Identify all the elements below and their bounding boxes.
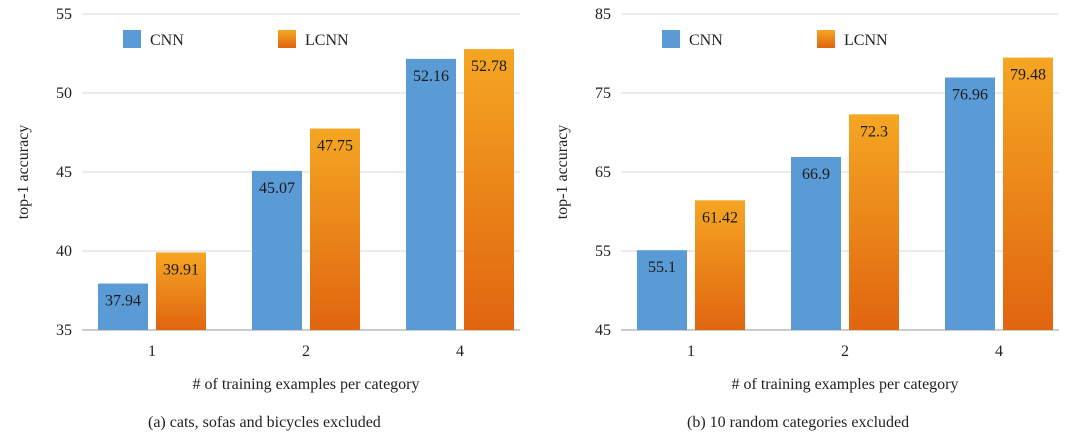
lcnn-bar bbox=[695, 200, 745, 330]
lcnn-legend-swatch bbox=[278, 30, 296, 48]
legend-label: LCNN bbox=[305, 32, 349, 49]
y-tick-label: 50 bbox=[56, 85, 72, 102]
bar-chart-a: 35 40 45 50 55 37.94 39.91 1 45.07 47.75 2 52.16 52.… bbox=[15, 6, 520, 431]
cnn-bar bbox=[406, 58, 456, 330]
lcnn-bar bbox=[310, 128, 360, 330]
cnn-bar bbox=[637, 250, 687, 330]
y-tick-label: 35 bbox=[56, 322, 72, 339]
y-tick-label: 75 bbox=[595, 85, 611, 102]
y-tick-label: 55 bbox=[595, 243, 611, 260]
bar-value-label: 52.78 bbox=[471, 58, 507, 75]
x-tick-label: 4 bbox=[995, 343, 1003, 360]
figure-caption: (b) 10 random categories excluded bbox=[687, 414, 909, 431]
x-axis-label: # of training examples per category bbox=[192, 376, 419, 393]
lcnn-bar bbox=[156, 252, 206, 330]
bar-chart-b: 45 55 65 75 85 55.1 61.42 1 66.9 72.3 2 76.96 79.48 4… bbox=[554, 6, 1059, 431]
bar-value-label: 52.16 bbox=[413, 68, 449, 85]
legend-label: CNN bbox=[150, 32, 184, 49]
chart-panel-a: 35 40 45 50 55 37.94 39.91 1 45.07 47.75 2 52.16 52.… bbox=[0, 0, 538, 434]
lcnn-bar bbox=[464, 49, 514, 331]
bar-value-label: 61.42 bbox=[702, 209, 738, 226]
bar-value-label: 72.3 bbox=[860, 123, 888, 140]
x-tick-label: 1 bbox=[687, 343, 695, 360]
cnn-bar bbox=[945, 77, 995, 331]
x-axis-label: # of training examples per category bbox=[731, 376, 958, 393]
lcnn-legend-swatch bbox=[817, 30, 835, 48]
chart-panel-b: 45 55 65 75 85 55.1 61.42 1 66.9 72.3 2 76.96 79.48 4… bbox=[539, 0, 1077, 434]
y-tick-label: 65 bbox=[595, 164, 611, 181]
bar-value-label: 45.07 bbox=[259, 180, 295, 197]
bar-value-label: 76.96 bbox=[952, 87, 988, 104]
bar-value-label: 39.91 bbox=[163, 261, 199, 278]
bar-value-label: 55.1 bbox=[648, 259, 676, 276]
y-tick-label: 45 bbox=[56, 164, 72, 181]
cnn-legend-swatch bbox=[662, 30, 680, 48]
y-tick-label: 40 bbox=[56, 243, 72, 260]
bar-value-label: 37.94 bbox=[105, 293, 141, 310]
y-tick-label: 85 bbox=[595, 6, 611, 23]
bar-value-label: 79.48 bbox=[1010, 67, 1046, 84]
y-axis-label: top-1 accuracy bbox=[15, 125, 32, 220]
legend-label: CNN bbox=[689, 32, 723, 49]
figure-caption: (a) cats, sofas and bicycles excluded bbox=[148, 414, 381, 431]
lcnn-bar bbox=[849, 114, 899, 330]
cnn-bar bbox=[791, 156, 841, 330]
cnn-bar bbox=[252, 170, 302, 330]
bar-value-label: 47.75 bbox=[317, 138, 353, 155]
x-tick-label: 2 bbox=[841, 343, 849, 360]
cnn-legend-swatch bbox=[123, 30, 141, 48]
y-tick-label: 55 bbox=[56, 6, 72, 23]
legend-label: LCNN bbox=[844, 32, 888, 49]
x-tick-label: 4 bbox=[456, 343, 464, 360]
cnn-bar bbox=[98, 283, 148, 330]
y-tick-label: 45 bbox=[595, 322, 611, 339]
x-tick-label: 1 bbox=[148, 343, 156, 360]
lcnn-bar bbox=[1003, 57, 1053, 330]
x-tick-label: 2 bbox=[302, 343, 310, 360]
y-axis-label: top-1 accuracy bbox=[554, 125, 571, 220]
bar-value-label: 66.9 bbox=[802, 166, 830, 183]
